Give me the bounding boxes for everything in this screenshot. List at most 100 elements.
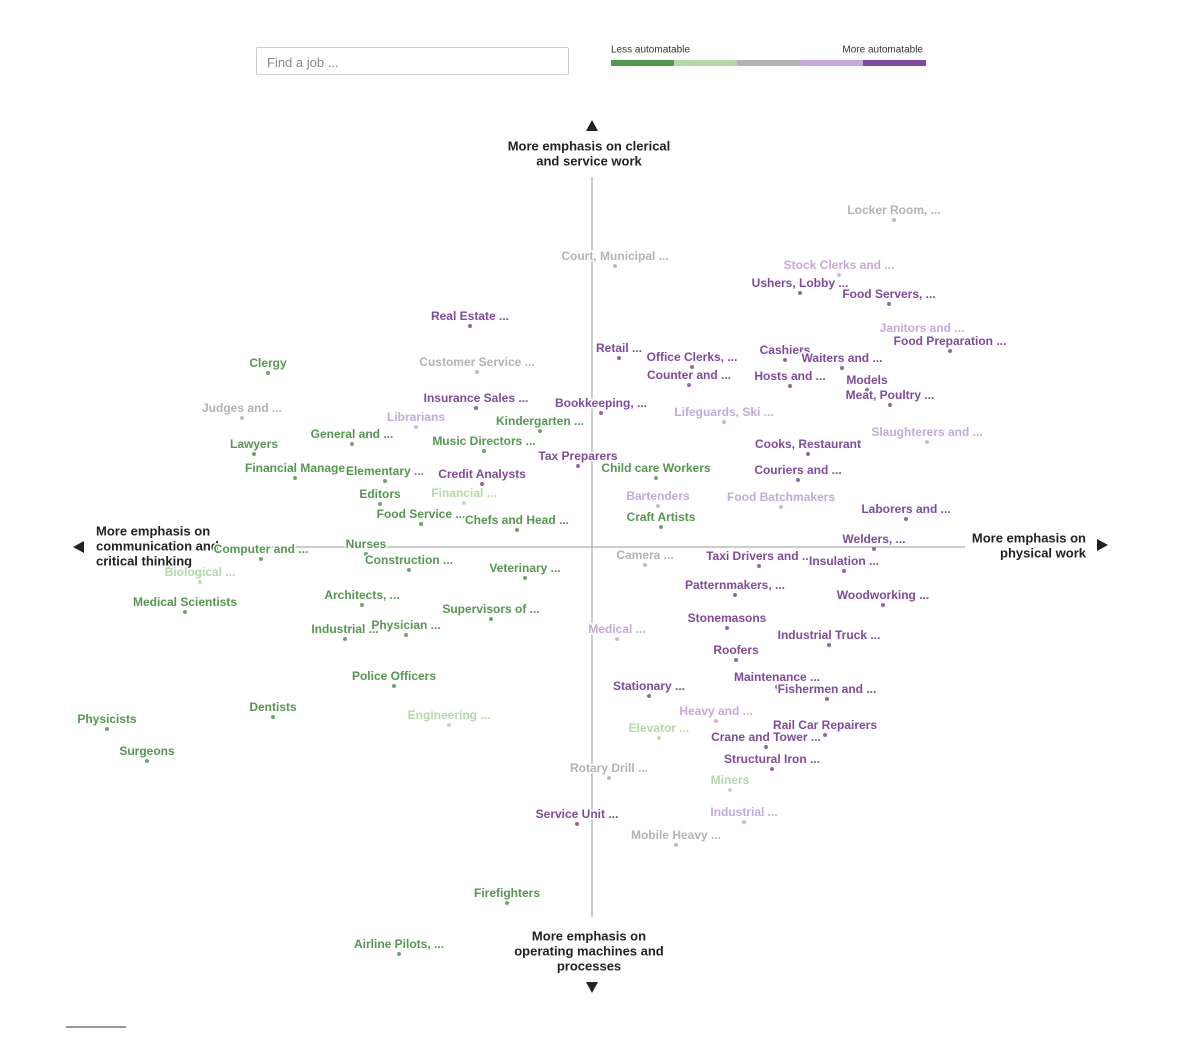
point [796, 478, 800, 482]
point [775, 685, 779, 689]
point-label: Medical ... [588, 622, 645, 636]
point-label: Firefighters [474, 886, 540, 900]
point-label: Elevator ... [629, 721, 690, 735]
point-label: Bartenders [626, 489, 690, 503]
point [656, 504, 660, 508]
point-label: Stationary ... [613, 679, 685, 693]
point [293, 476, 297, 480]
point-labels: Locker Room, ... Court, Municipal ... Stoc… [76, 202, 1008, 953]
axis-label-bottom: processes [557, 958, 621, 973]
point [480, 482, 484, 486]
point-label: Kindergarten ... [496, 414, 584, 428]
point [350, 442, 354, 446]
point [733, 593, 737, 597]
point-label: Models [846, 373, 888, 387]
point-label: Biological ... [165, 565, 236, 579]
point [599, 411, 603, 415]
point [674, 843, 678, 847]
point [734, 658, 738, 662]
point [419, 522, 423, 526]
point [489, 617, 493, 621]
point-label: Industrial Truck ... [778, 628, 881, 642]
point-label: Insulation ... [809, 554, 879, 568]
point [654, 476, 658, 480]
point-label: Welders, ... [842, 532, 905, 546]
point [397, 952, 401, 956]
arrow-down [586, 982, 598, 993]
point [447, 723, 451, 727]
point-label: Roofers [713, 643, 759, 657]
point-label: Food Preparation ... [894, 334, 1007, 348]
point [613, 264, 617, 268]
point [827, 643, 831, 647]
point [904, 517, 908, 521]
point [468, 324, 472, 328]
point [757, 564, 761, 568]
point-label: Court, Municipal ... [561, 249, 668, 263]
point-label: Rotary Drill ... [570, 761, 648, 775]
point-label: Lawyers [230, 437, 278, 451]
point-label: Dentists [249, 700, 297, 714]
point-label: Cashiers [760, 343, 811, 357]
point [617, 356, 621, 360]
point-label: Editors [359, 487, 401, 501]
point [825, 697, 829, 701]
point [474, 406, 478, 410]
point [806, 452, 810, 456]
point-label: Office Clerks, ... [647, 350, 738, 364]
point-label: Lifeguards, Ski ... [674, 405, 773, 419]
point-label: Clergy [249, 356, 287, 370]
point [742, 820, 746, 824]
point-label: Elementary ... [346, 464, 424, 478]
point [643, 563, 647, 567]
point [615, 637, 619, 641]
point [515, 528, 519, 532]
point [482, 449, 486, 453]
point [647, 694, 651, 698]
point [183, 610, 187, 614]
point [240, 416, 244, 420]
point-label: Stock Clerks and ... [784, 258, 895, 272]
point-label: Real Estate ... [431, 309, 509, 323]
legend-swatch [863, 60, 926, 66]
point-label: Crane and Tower ... [711, 730, 821, 744]
point-label: Tax Preparers [538, 449, 617, 463]
point [788, 384, 792, 388]
search-box[interactable]: Find a job ... [256, 47, 569, 75]
axis-label-bottom: More emphasis on [532, 928, 646, 943]
point-label: Insurance Sales ... [424, 391, 529, 405]
point-label: Physician ... [371, 618, 440, 632]
point-label: Engineering ... [408, 708, 491, 722]
point-label: Counter and ... [647, 368, 731, 382]
point [764, 745, 768, 749]
axis-label-right: physical work [1000, 545, 1087, 560]
legend: Less automatable More automatable [611, 45, 926, 66]
point-label: Judges and ... [202, 401, 282, 415]
axis-label-right: More emphasis on [972, 530, 1086, 545]
point-label: Hosts and ... [754, 369, 825, 383]
legend-low: Less automatable [611, 45, 690, 56]
legend-swatch [737, 60, 800, 66]
point-label: Camera ... [616, 548, 673, 562]
point [783, 358, 787, 362]
point-label: Maintenance ... [734, 670, 820, 684]
point-label: Credit Analysts [438, 467, 526, 481]
point-label: Airline Pilots, ... [354, 937, 444, 951]
point [887, 302, 891, 306]
point [892, 218, 896, 222]
point-label: Stonemasons [688, 611, 767, 625]
arrow-up [586, 120, 598, 131]
point [407, 568, 411, 572]
point [271, 715, 275, 719]
point [865, 388, 869, 392]
point-label: Fishermen and ... [778, 682, 877, 696]
point-label: Rail Car Repairers [773, 718, 877, 732]
point [266, 371, 270, 375]
point-label: Child care Workers [601, 461, 710, 475]
point-label: Medical Scientists [133, 595, 237, 609]
point [657, 736, 661, 740]
point [252, 452, 256, 456]
point-label: Customer Service ... [419, 355, 534, 369]
point-label: Supervisors of ... [442, 602, 539, 616]
